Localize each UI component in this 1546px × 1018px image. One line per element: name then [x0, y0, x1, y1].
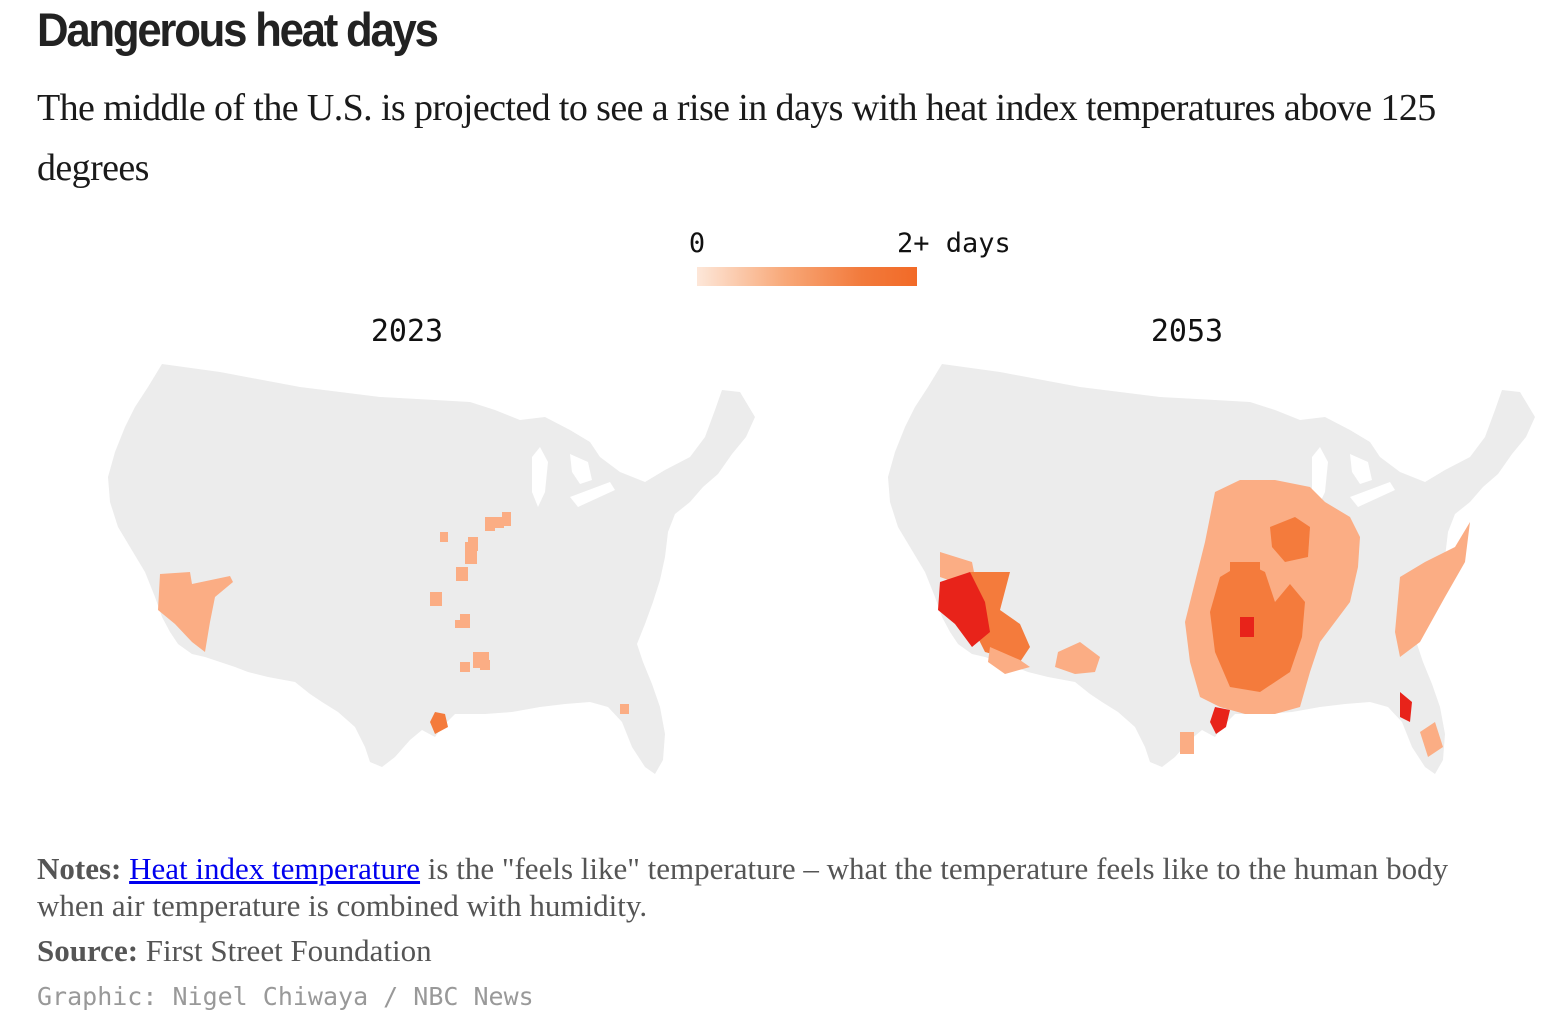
map-title-2023: 2023	[370, 314, 444, 349]
great-lake-huron	[1350, 454, 1372, 484]
florida-west-coast-area	[1400, 692, 1412, 722]
us-map-2023	[108, 364, 755, 774]
great-lake-erie	[570, 482, 615, 507]
midwest-hotspot	[1270, 517, 1310, 562]
notes-text: is the "feels like" temperature – what t…	[37, 851, 1449, 923]
color-legend: 0 2+ days	[689, 228, 1057, 288]
great-lake-erie	[1350, 482, 1395, 507]
plains-hotspot	[1230, 562, 1260, 580]
midwest-counties	[430, 512, 629, 714]
map-title-2053: 2053	[1150, 314, 1224, 349]
great-lake-huron	[570, 454, 592, 484]
desert-southwest-area	[158, 572, 233, 652]
page-subtitle: The middle of the U.S. is projected to s…	[37, 87, 1436, 189]
texas-gulf-coast-area	[430, 712, 448, 734]
legend-max-label: 2+ days	[897, 228, 1011, 259]
us-map-2053	[888, 364, 1535, 774]
great-lake-michigan	[532, 447, 548, 507]
page-title: Dangerous heat days	[37, 3, 439, 56]
source-label: Source:	[37, 933, 139, 968]
arizona-south-area	[988, 647, 1030, 674]
southwest-orange-area	[970, 572, 1030, 662]
us-land	[108, 364, 755, 774]
lower-mississippi-hotspot	[1240, 617, 1254, 637]
source: Source: First Street Foundation	[37, 933, 432, 969]
source-text: First Street Foundation	[138, 933, 432, 968]
texas-gulf-coast-area	[1210, 707, 1230, 734]
southeast-coast-area	[1395, 522, 1470, 657]
graphic-credit: Graphic: Nigel Chiwaya / NBC News	[37, 982, 534, 1011]
legend-min-label: 0	[688, 228, 706, 259]
notes-label: Notes:	[37, 851, 122, 886]
southwest-hotspot	[938, 572, 990, 647]
notes: Notes: Heat index temperature is the "fe…	[37, 850, 1517, 924]
heat-index-link[interactable]: Heat index temperature	[129, 851, 421, 886]
florida-south-area	[1420, 722, 1443, 757]
legend-gradient-bar	[697, 267, 917, 286]
great-lake-michigan	[1312, 447, 1328, 507]
west-texas-area	[1055, 642, 1100, 674]
south-texas-area	[1180, 732, 1194, 754]
central-us-hotspot	[1210, 562, 1305, 692]
